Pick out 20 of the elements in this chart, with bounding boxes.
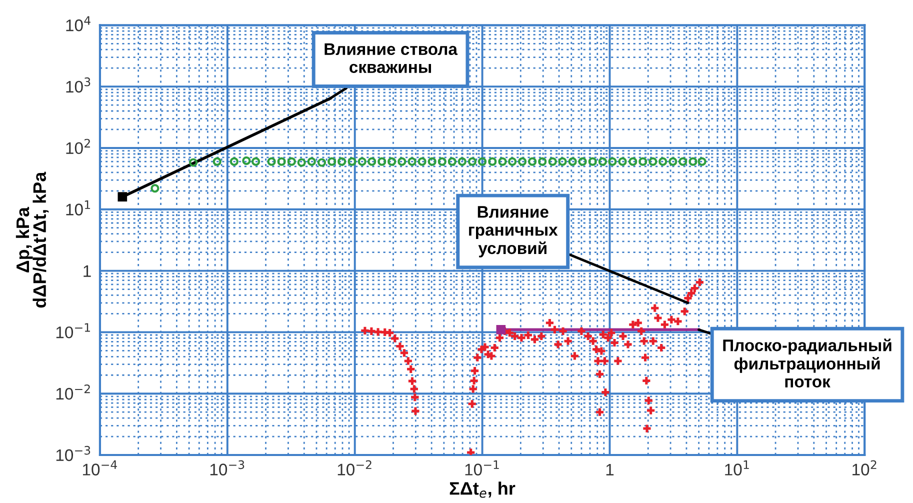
y-tick-label: 10$^{−3}$	[56, 446, 90, 462]
y-tick-label: 10$^{3}$	[66, 77, 90, 93]
y-tick-label: 10$^{1}$	[66, 200, 90, 216]
x-tick-label: 10$^{−4}$	[82, 460, 117, 476]
x-tick-label: 10$^{−2}$	[338, 460, 372, 476]
x-tick-label: 10$^{1}$	[725, 460, 749, 476]
x-tick-label: 10$^{−1}$	[465, 460, 499, 476]
x-tick-label: 10$^{−3}$	[210, 460, 244, 476]
y-tick-label: 10$^{2}$	[66, 138, 90, 154]
y-tick-label: 1	[84, 265, 91, 277]
annotation: Влияние ствола скважины	[324, 43, 458, 73]
x-tick-label: 10$^{2}$	[852, 460, 876, 476]
y-tick-label: 10$^{−2}$	[56, 384, 90, 400]
y-tick-label: 10$^{4}$	[66, 16, 90, 32]
x-tick-label: 1	[606, 464, 614, 476]
x-axis-title: ΣΔt$_{e}$, hr	[450, 482, 516, 498]
y-axis-title: Δp, kPa dΔP/dΔt'Δt, kPa	[16, 172, 49, 308]
annotation: Влияние граничных условий	[469, 206, 558, 258]
y-tick-label: 10$^{−1}$	[56, 323, 90, 338]
annotation: Плоско-радиальный фильтрационный поток	[723, 338, 892, 388]
